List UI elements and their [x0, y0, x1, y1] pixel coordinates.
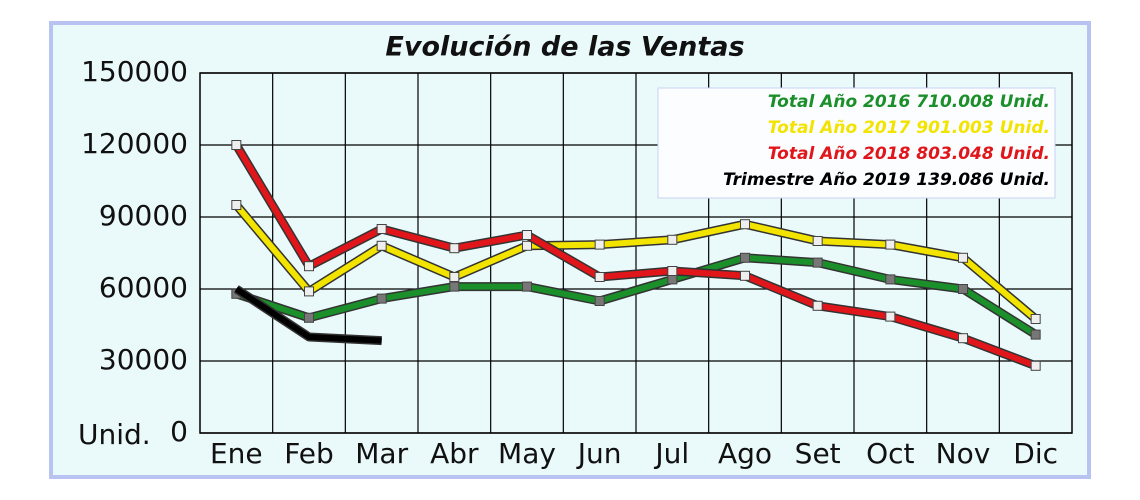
- point-marker: [594, 296, 605, 306]
- point-marker: [522, 230, 532, 240]
- point-marker: [449, 243, 460, 254]
- series-line: [234, 203, 1038, 322]
- legend-entry: Total Año 2017 901.003 Unid.: [768, 118, 1050, 138]
- point-marker: [812, 236, 823, 246]
- point-marker: [376, 224, 387, 234]
- chart-title: Evolución de las Ventas: [385, 32, 744, 63]
- point-marker: [667, 274, 678, 285]
- point-marker: [740, 252, 750, 263]
- x-tick-label: May: [498, 437, 556, 470]
- point-marker: [812, 257, 823, 268]
- point-marker: [304, 261, 314, 272]
- x-tick-label: Ago: [718, 437, 772, 470]
- x-tick-label: Jul: [653, 437, 689, 470]
- legend-entry: Total Año 2016 710.008 Unid.: [768, 92, 1050, 112]
- point-marker: [376, 293, 387, 304]
- point-marker: [667, 234, 678, 245]
- point-marker: [1030, 314, 1041, 324]
- x-tick-label: Nov: [936, 437, 991, 470]
- y-tick-label: 60000: [99, 271, 188, 304]
- y-tick-label: 150000: [81, 55, 188, 88]
- x-tick-label: Set: [795, 437, 841, 470]
- y-tick-label: 120000: [81, 127, 188, 160]
- point-marker: [740, 270, 750, 281]
- y-axis-label: Unid.: [78, 418, 151, 451]
- point-marker: [231, 200, 242, 210]
- point-marker: [958, 333, 968, 344]
- y-tick-label: 0: [170, 415, 188, 448]
- x-tick-label: Abr: [430, 437, 479, 470]
- point-marker: [304, 312, 314, 323]
- point-marker: [594, 239, 605, 250]
- legend-entry: Trimestre Año 2019 139.086 Unid.: [723, 170, 1050, 190]
- point-marker: [667, 266, 678, 276]
- x-tick-label: Feb: [284, 437, 334, 470]
- point-marker: [522, 240, 532, 251]
- x-tick-label: Dic: [1013, 437, 1058, 470]
- point-marker: [958, 252, 968, 263]
- point-marker: [812, 300, 823, 311]
- series-line: [235, 254, 1038, 338]
- point-marker: [231, 140, 242, 150]
- x-tick-label: Jun: [576, 437, 622, 470]
- x-tick-label: Oct: [866, 437, 914, 470]
- point-marker: [449, 281, 460, 292]
- x-tick-label: Mar: [355, 437, 408, 470]
- x-tick-label: Ene: [210, 437, 263, 470]
- legend-box: [657, 87, 1056, 199]
- series-line: [234, 286, 382, 344]
- point-marker: [594, 272, 605, 282]
- point-marker: [449, 272, 460, 282]
- point-marker: [1030, 329, 1041, 340]
- y-tick-label: 90000: [99, 199, 188, 232]
- point-marker: [885, 239, 896, 250]
- point-marker: [304, 286, 314, 297]
- y-tick-label: 30000: [99, 343, 188, 376]
- point-marker: [376, 240, 387, 251]
- legend-entry: Total Año 2018 803.048 Unid.: [768, 144, 1050, 164]
- point-marker: [885, 274, 896, 285]
- point-marker: [1030, 360, 1041, 371]
- point-marker: [740, 219, 750, 230]
- series-line: [233, 143, 1037, 369]
- point-marker: [522, 281, 532, 292]
- point-marker: [885, 311, 896, 322]
- point-marker: [958, 284, 968, 294]
